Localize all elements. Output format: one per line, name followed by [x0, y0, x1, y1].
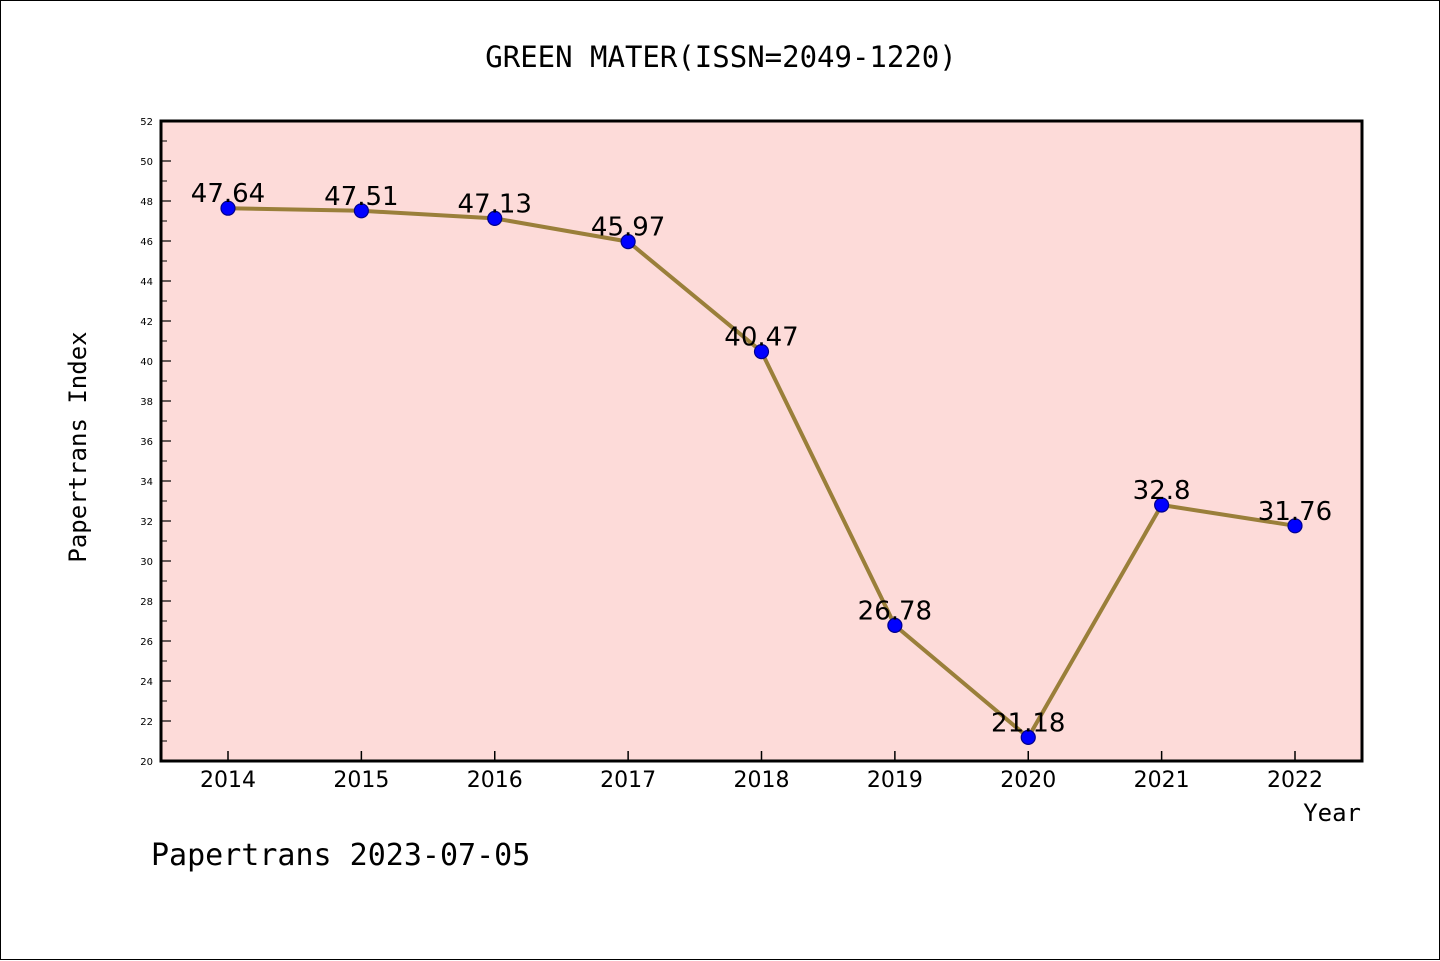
x-tick-label: 2019: [867, 768, 923, 793]
data-labels: 47.64 47.51 47.13 45.97 40.47 26.78 21.18 32.8 3…: [191, 179, 1332, 738]
y-tick-label: 24: [140, 677, 153, 688]
x-tick-label: 2022: [1267, 768, 1323, 793]
data-point: [753, 344, 770, 360]
data-point: [1154, 497, 1170, 513]
data-label: 40.47: [724, 323, 798, 353]
data-point: [1020, 729, 1036, 746]
y-tick-label: 48: [140, 197, 153, 208]
data-label: 47.51: [324, 182, 398, 212]
y-tick-label: 28: [140, 597, 153, 608]
y-tick-label: 34: [140, 477, 153, 488]
data-point: [887, 617, 903, 634]
x-axis-label: Year: [1303, 799, 1361, 827]
y-tick-label: 30: [140, 557, 153, 568]
y-tick-label: 38: [140, 397, 153, 408]
chart-title: GREEN MATER(ISSN=2049-1220): [485, 40, 956, 74]
x-tick-label: 2018: [734, 768, 790, 793]
x-tick-label: 2014: [200, 768, 256, 793]
data-label: 31.76: [1258, 497, 1332, 527]
y-tick-label: 20: [140, 757, 153, 768]
y-tick-label: 22: [140, 717, 153, 728]
y-tick-label: 36: [140, 437, 153, 448]
x-tick-label: 2016: [467, 768, 523, 793]
data-point: [487, 210, 503, 226]
y-tick-label: 46: [140, 237, 153, 248]
series-markers: [220, 200, 1303, 746]
y-tick-label: 40: [140, 357, 153, 368]
data-label: 26.78: [858, 596, 932, 626]
y-tick-label: 44: [140, 277, 153, 288]
x-tick-label: 2021: [1134, 768, 1190, 793]
data-point: [353, 203, 369, 219]
plot-frame: [159, 119, 1364, 763]
y-tick-label: 50: [140, 157, 153, 168]
y-tick-label: 26: [140, 637, 153, 648]
plot-area: [161, 121, 1362, 761]
data-label: 21.18: [991, 708, 1065, 738]
x-tick-label: 2020: [1000, 768, 1056, 793]
data-point: [220, 200, 236, 216]
data-label: 47.64: [191, 179, 265, 209]
data-label: 45.97: [591, 213, 665, 243]
y-tick-label: 42: [140, 317, 153, 328]
data-point: [620, 234, 636, 250]
x-tick-label: 2017: [600, 768, 656, 793]
x-axis-ticks: 2014 2015 2016 2017 2018 2019 2020 2021 2022: [200, 751, 1323, 793]
y-tick-label: 32: [140, 517, 153, 528]
footer-text: Papertrans 2023-07-05: [151, 838, 530, 873]
data-point: [1287, 518, 1303, 534]
data-label: 32.8: [1133, 476, 1191, 506]
y-axis-label: Papertrans Index: [64, 331, 92, 562]
y-tick-label: 52: [140, 117, 153, 128]
data-label: 47.13: [458, 189, 532, 219]
x-tick-label: 2015: [333, 768, 389, 793]
